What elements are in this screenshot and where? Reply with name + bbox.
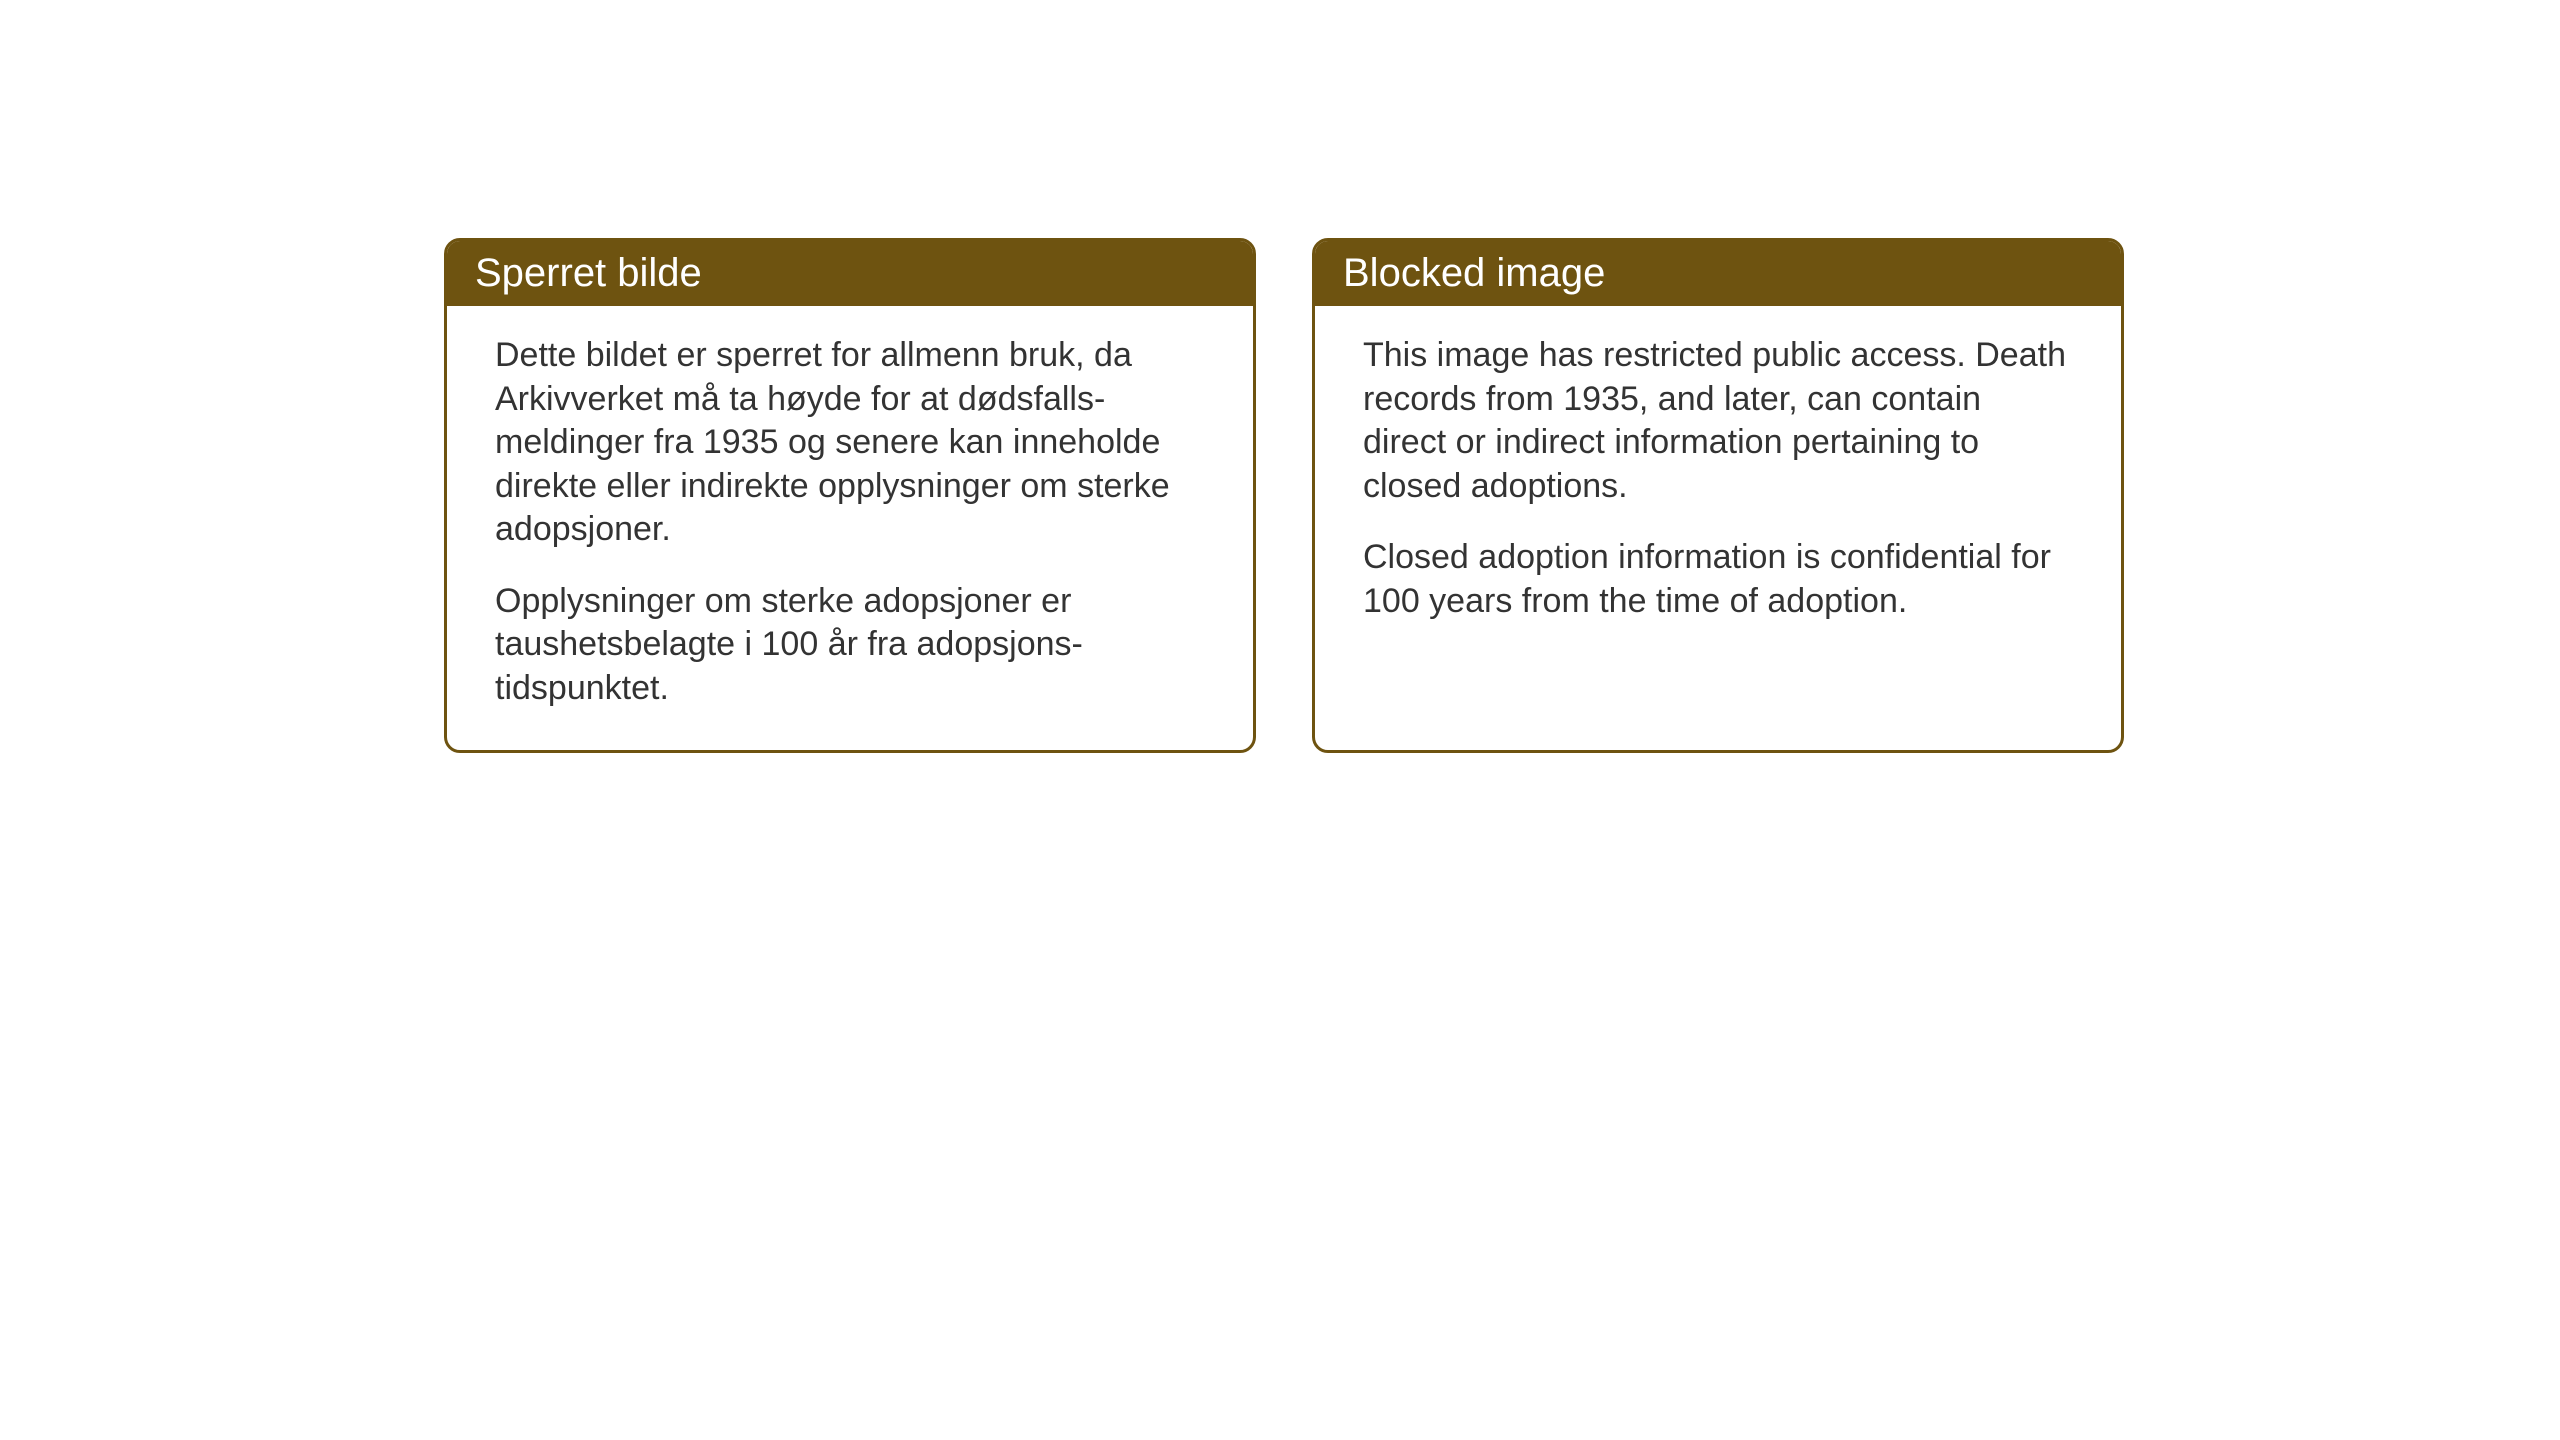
notice-container: Sperret bilde Dette bildet er sperret fo… xyxy=(444,238,2124,753)
card-paragraph-2-english: Closed adoption information is confident… xyxy=(1363,536,2073,623)
card-paragraph-1-english: This image has restricted public access.… xyxy=(1363,334,2073,508)
card-title-norwegian: Sperret bilde xyxy=(475,251,702,295)
card-body-norwegian: Dette bildet er sperret for allmenn bruk… xyxy=(447,306,1253,750)
card-body-english: This image has restricted public access.… xyxy=(1315,306,2121,713)
notice-card-norwegian: Sperret bilde Dette bildet er sperret fo… xyxy=(444,238,1256,753)
card-title-english: Blocked image xyxy=(1343,251,1605,295)
card-header-english: Blocked image xyxy=(1315,241,2121,306)
card-header-norwegian: Sperret bilde xyxy=(447,241,1253,306)
notice-card-english: Blocked image This image has restricted … xyxy=(1312,238,2124,753)
card-paragraph-2-norwegian: Opplysninger om sterke adopsjoner er tau… xyxy=(495,580,1205,711)
card-paragraph-1-norwegian: Dette bildet er sperret for allmenn bruk… xyxy=(495,334,1205,552)
